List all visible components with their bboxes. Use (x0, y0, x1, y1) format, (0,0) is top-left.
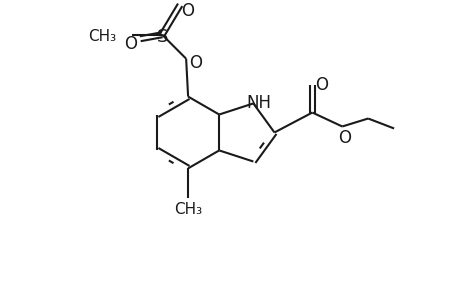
Text: CH₃: CH₃ (88, 29, 116, 44)
Text: O: O (337, 130, 350, 148)
Text: CH₃: CH₃ (174, 202, 202, 217)
Text: O: O (189, 54, 202, 72)
Text: O: O (181, 2, 194, 20)
Text: NH: NH (246, 94, 271, 112)
Text: O: O (123, 35, 136, 53)
Text: S: S (156, 28, 168, 46)
Text: O: O (314, 76, 327, 94)
